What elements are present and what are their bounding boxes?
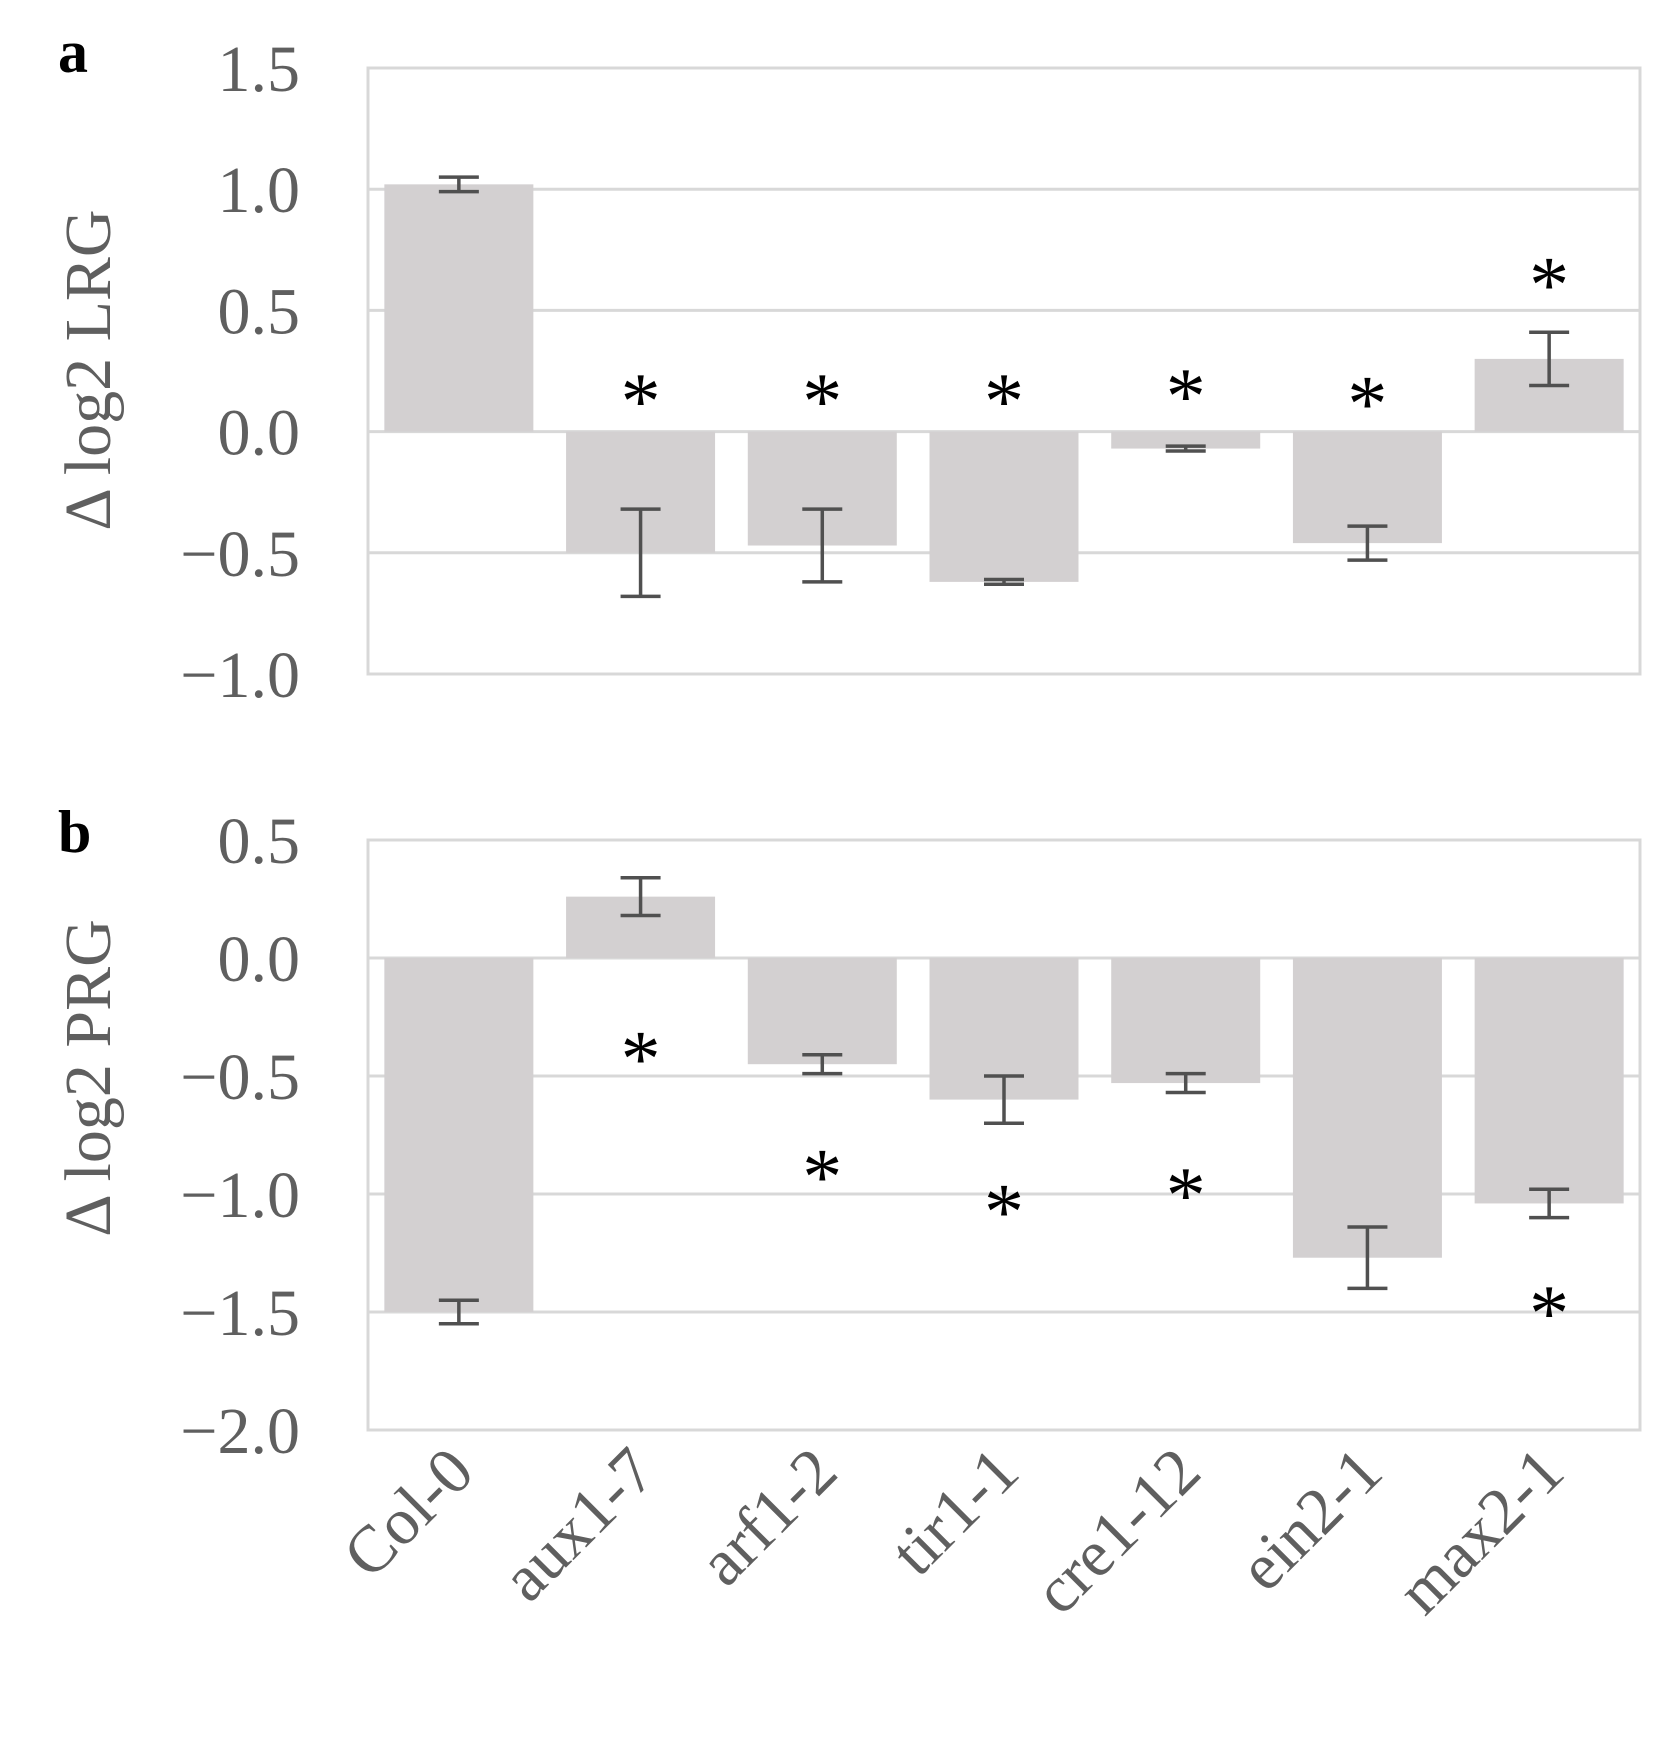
panel-b-significance-marker: * bbox=[621, 1015, 661, 1103]
panel-b-bar bbox=[747, 958, 897, 1065]
panel-b-significance-marker: * bbox=[1166, 1152, 1206, 1240]
panel-a-significance-marker: * bbox=[802, 358, 842, 446]
panel-a-ytick-label: 1.5 bbox=[218, 33, 301, 106]
panel-a-ytick-label: −1.0 bbox=[180, 639, 300, 712]
x-category-label: cre1-12 bbox=[1020, 1434, 1214, 1628]
panel-b: b Δ log2 PRG −2.0 −1.5 −1.0 −0.5 0.0 0.5 * * * * * bbox=[52, 799, 1642, 1468]
panel-a-significance-marker: * bbox=[984, 358, 1024, 446]
panel-a-bar bbox=[1111, 431, 1261, 449]
panel-a-bar bbox=[384, 184, 534, 432]
panel-b-bar bbox=[1474, 958, 1624, 1204]
panel-b-plot-area: −2.0 −1.5 −1.0 −0.5 0.0 0.5 * * * * * bbox=[180, 805, 1642, 1468]
panel-a-frame bbox=[366, 66, 1642, 676]
panel-a-significance-marker: * bbox=[1166, 353, 1206, 441]
panel-b-ylabel: Δ log2 PRG bbox=[52, 919, 125, 1237]
x-category-label: arf1-2 bbox=[685, 1434, 851, 1600]
panel-b-ytick-label: 0.0 bbox=[218, 923, 301, 996]
panel-b-ytick-label: −2.0 bbox=[180, 1395, 300, 1468]
panel-b-significance-marker: * bbox=[984, 1169, 1024, 1257]
x-category-label: max2-1 bbox=[1384, 1434, 1578, 1628]
panel-a-significance-marker: * bbox=[621, 358, 661, 446]
panel-b-significance-marker: * bbox=[802, 1133, 842, 1221]
panel-a-significance-marker: * bbox=[1529, 242, 1569, 330]
panel-b-ytick-label: −0.5 bbox=[180, 1041, 300, 1114]
panel-a-bar bbox=[929, 431, 1079, 582]
panel-b-ytick-label: 0.5 bbox=[218, 805, 301, 878]
panel-a-label: a bbox=[58, 19, 88, 85]
panel-a-ytick-label: −0.5 bbox=[180, 518, 300, 591]
x-category-label: aux1-7 bbox=[488, 1434, 669, 1615]
panel-a-ytick-label: 1.0 bbox=[218, 154, 301, 227]
panel-b-significance-marker: * bbox=[1529, 1270, 1569, 1358]
x-category-label: Col-0 bbox=[330, 1434, 488, 1592]
panel-a-ylabel: Δ log2 LRG bbox=[52, 209, 125, 530]
panel-b-bar bbox=[384, 958, 534, 1312]
panel-b-bar bbox=[1292, 958, 1442, 1258]
panel-a-ytick-label: 0.5 bbox=[218, 275, 301, 348]
panel-b-label: b bbox=[58, 799, 91, 865]
panel-a-significance-marker: * bbox=[1347, 360, 1387, 448]
panel-b-ytick-label: −1.0 bbox=[180, 1159, 300, 1232]
panel-a-plot-area: −1.0 −0.5 0.0 0.5 1.0 1.5 * * * * * * bbox=[180, 33, 1642, 712]
x-category-label: tir1-1 bbox=[877, 1434, 1032, 1589]
x-category-label: ein2-1 bbox=[1225, 1434, 1396, 1605]
panel-a-ytick-label: 0.0 bbox=[218, 397, 301, 470]
panel-a: a Δ log2 LRG −1.0 −0.5 0.0 0.5 1.0 1.5 * * * * * * bbox=[52, 19, 1642, 712]
panel-b-bar bbox=[1111, 958, 1261, 1084]
panel-b-frame bbox=[366, 838, 1642, 1432]
panel-b-ytick-label: −1.5 bbox=[180, 1277, 300, 1350]
